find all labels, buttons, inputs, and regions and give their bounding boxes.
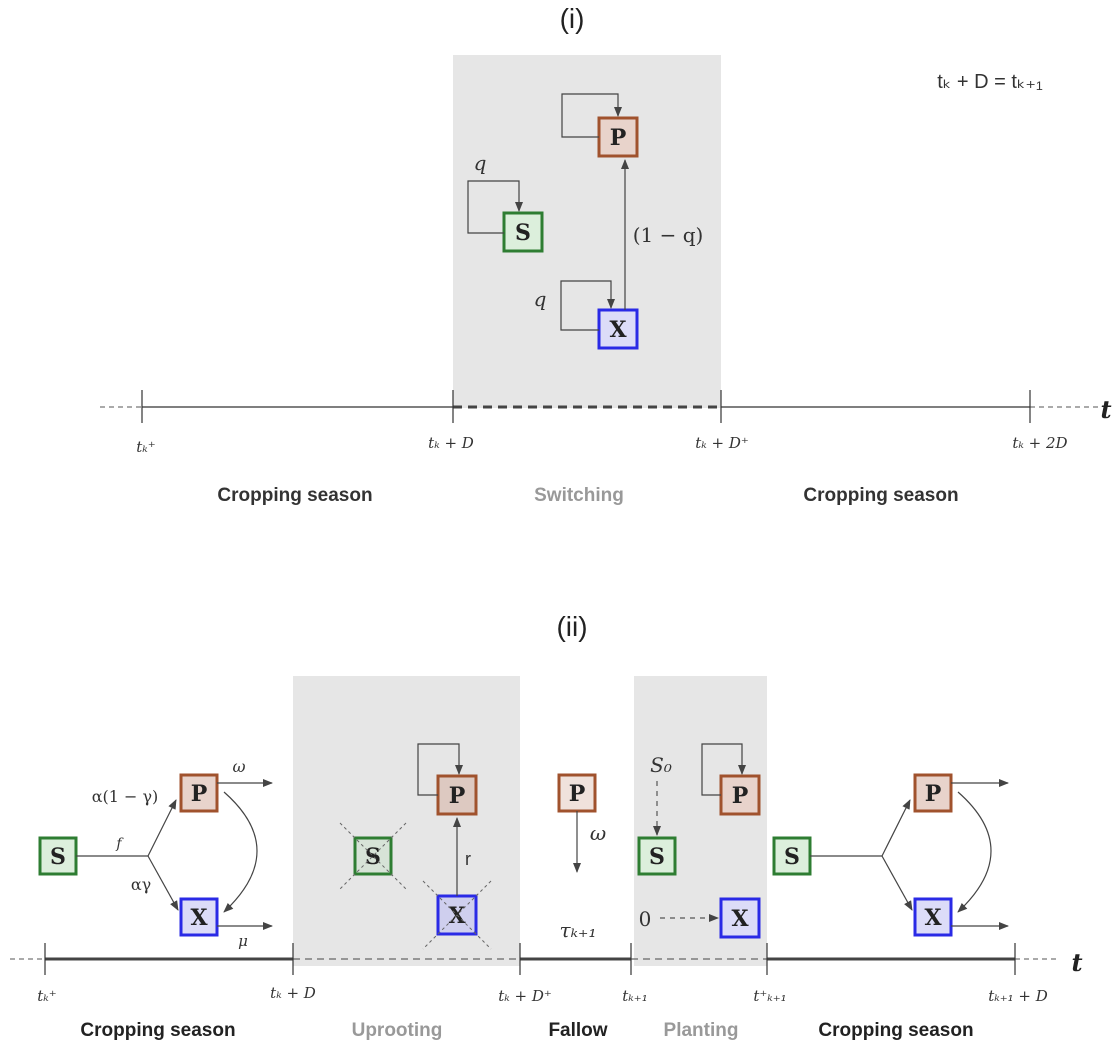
node-p-ii-fallow: P xyxy=(557,773,597,813)
node-s-ii-uproot-label: S xyxy=(365,844,381,870)
tick-label-ii-5: t⁺ₖ₊₁ xyxy=(753,987,786,1005)
rate-one-minus-q: (1 − q) xyxy=(633,223,704,247)
node-x-ii-2: X xyxy=(913,897,953,937)
phase-ii-fallow: Fallow xyxy=(548,1020,607,1041)
s-to-x-arrow-2 xyxy=(881,855,913,911)
phase-i-cropping-1: Cropping season xyxy=(217,485,372,506)
rate-alpha-one-minus-gamma: α(1 − γ) xyxy=(92,787,159,806)
node-s-ii-1-label: S xyxy=(50,844,66,870)
phase-ii-planting: Planting xyxy=(664,1020,739,1041)
initial-s0-label: S₀ xyxy=(650,753,672,777)
node-x-ii-1: X xyxy=(179,897,219,937)
node-s-ii-plant-label: S xyxy=(649,844,665,870)
phase-ii-uprooting: Uprooting xyxy=(352,1020,443,1041)
phase-i-cropping-2: Cropping season xyxy=(803,485,958,506)
node-x-i-label: X xyxy=(609,317,627,343)
s-to-p-arrow-2 xyxy=(881,799,911,857)
node-p-ii-fallow-label: P xyxy=(569,781,586,807)
time-axis-i xyxy=(100,390,1098,423)
tick-label-i-3: tₖ + D⁺ xyxy=(695,434,749,452)
node-x-ii-plant-label: X xyxy=(731,906,749,932)
node-p-ii-plant-label: P xyxy=(732,783,749,809)
node-p-ii-1: P xyxy=(179,773,219,813)
rate-omega-1: ω xyxy=(232,757,245,776)
phase-i-switching: Switching xyxy=(534,485,624,506)
time-axis-ii xyxy=(10,943,1060,975)
node-p-ii-uproot: P xyxy=(436,774,478,816)
p-self-loop-i xyxy=(561,93,622,138)
axis-label-t-i: t xyxy=(1100,395,1111,424)
phase-ii-cropping-1: Cropping season xyxy=(80,1020,235,1041)
tick-label-i-4: tₖ + 2D xyxy=(1012,434,1067,452)
node-s-i: S xyxy=(502,211,544,253)
node-p-ii-2-label: P xyxy=(925,781,942,807)
node-x-ii-2-label: X xyxy=(924,905,942,931)
rate-q-x: q xyxy=(534,287,547,311)
tick-label-ii-3: tₖ + D⁺ xyxy=(498,987,552,1005)
p-to-x-curve-2 xyxy=(957,791,992,913)
node-s-ii-uproot: S xyxy=(339,822,407,890)
node-x-ii-plant: X xyxy=(719,897,761,939)
node-s-ii-2-label: S xyxy=(784,844,800,870)
rate-alpha-gamma: αγ xyxy=(131,875,151,894)
s-to-p-arrow-1 xyxy=(147,799,177,857)
tick-label-ii-6: tₖ₊₁ + D xyxy=(988,987,1048,1005)
tick-label-i-2: tₖ + D xyxy=(428,434,474,452)
node-s-ii-2: S xyxy=(772,836,812,876)
panel-i-title: (i) xyxy=(560,3,585,34)
rate-mu: μ xyxy=(238,932,248,950)
period-relation: tₖ + D = tₖ₊₁ xyxy=(937,71,1043,93)
panel-ii-title: (ii) xyxy=(556,611,587,642)
tick-label-i-1: tₖ⁺ xyxy=(136,438,155,456)
uprooting-region xyxy=(293,676,520,966)
node-p-ii-1-label: P xyxy=(191,781,208,807)
initial-x-zero-label: 0 xyxy=(639,907,652,931)
rate-q-s: q xyxy=(474,151,487,175)
axis-label-t-ii: t xyxy=(1071,948,1082,977)
node-p-ii-uproot-label: P xyxy=(449,783,466,809)
phase-ii-cropping-2: Cropping season xyxy=(818,1020,973,1041)
s-to-x-arrow-1 xyxy=(147,855,179,911)
p-self-loop-ii-plant xyxy=(701,743,746,796)
tick-label-ii-4: tₖ₊₁ xyxy=(622,987,647,1005)
rate-r: r xyxy=(465,849,471,869)
p-self-loop-ii-uproot xyxy=(417,743,463,796)
x-removed-cross-b xyxy=(422,880,492,950)
node-x-ii-1-label: X xyxy=(190,905,208,931)
tick-label-ii-2: tₖ + D xyxy=(270,984,316,1002)
node-s-i-label: S xyxy=(515,220,531,246)
s-self-loop-i xyxy=(467,180,523,234)
rate-f-1: f xyxy=(115,836,124,852)
node-p-i: P xyxy=(597,116,639,158)
node-x-i: X xyxy=(597,308,639,350)
node-p-i-label: P xyxy=(610,125,627,151)
rate-omega-fallow: ω xyxy=(590,821,606,845)
switching-region xyxy=(453,55,721,408)
fallow-duration-tau: τₖ₊₁ xyxy=(560,918,597,942)
x-self-loop-i xyxy=(560,280,615,331)
node-p-ii-plant: P xyxy=(719,774,761,816)
node-p-ii-2: P xyxy=(913,773,953,813)
node-s-ii-1: S xyxy=(38,836,78,876)
node-s-ii-plant: S xyxy=(637,836,677,876)
p-to-x-curve-1 xyxy=(223,791,258,913)
tick-label-ii-1: tₖ⁺ xyxy=(37,987,56,1005)
